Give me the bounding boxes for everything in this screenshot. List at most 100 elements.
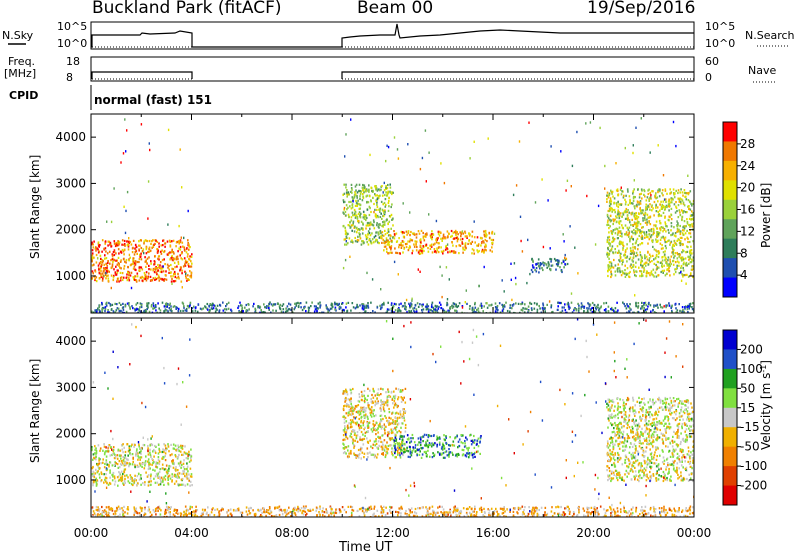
- power-echo-cell: [435, 238, 437, 242]
- power-echo-cell: [532, 266, 534, 269]
- power-echo-cell: [550, 258, 553, 261]
- power-echo-cell: [687, 275, 690, 278]
- power-echo-cell: [614, 270, 617, 273]
- power-echo-cell: [156, 240, 159, 243]
- power-echo-cell: [188, 265, 190, 268]
- velocity-echo-cell: [386, 399, 388, 402]
- power-echo-cell: [527, 311, 529, 313]
- power-echo-cell: [177, 257, 179, 261]
- power-echo-cell: [414, 304, 417, 307]
- power-echo-cell: [606, 198, 608, 201]
- power-echo-cell: [213, 304, 215, 307]
- power-echo-cell: [413, 232, 415, 235]
- power-colorbar-segment: [723, 219, 737, 240]
- power-echo-cell: [430, 233, 433, 236]
- power-echo-cell: [627, 218, 629, 221]
- power-echo-cell: [362, 196, 365, 199]
- power-echo-cell: [691, 218, 693, 221]
- velocity-echo-cell: [372, 427, 375, 430]
- power-echo-cell: [616, 216, 618, 219]
- power-echo-cell: [543, 264, 545, 267]
- power-echo-cell: [347, 232, 349, 235]
- power-echo-cell: [106, 267, 108, 270]
- power-echo-cell: [679, 214, 682, 217]
- velocity-echo-cell: [362, 421, 364, 424]
- power-echo-cell: [678, 239, 680, 242]
- power-echo-cell: [358, 189, 360, 192]
- velocity-echo-cell: [396, 420, 398, 423]
- power-echo-cell: [691, 268, 693, 271]
- power-echo-cell: [379, 189, 381, 192]
- velocity-echo-cell: [381, 434, 383, 437]
- power-echo-cell: [127, 240, 130, 243]
- velocity-echo-cell: [109, 444, 111, 447]
- power-echo-cell: [626, 226, 629, 229]
- power-echo-cell: [93, 240, 95, 243]
- velocity-echo-cell: [130, 445, 132, 448]
- power-echo-cell: [618, 226, 621, 229]
- power-echo-cell: [419, 239, 421, 242]
- power-echo-cell: [181, 269, 183, 272]
- power-echo-cell: [626, 260, 628, 263]
- power-echo-cell: [610, 191, 613, 194]
- power-echo-cell: [122, 152, 125, 155]
- power-echo-cell: [634, 274, 636, 277]
- power-echo-cell: [338, 307, 341, 310]
- velocity-echo-cell: [381, 446, 384, 449]
- power-echo-cell: [545, 263, 548, 266]
- power-echo-cell: [648, 253, 651, 256]
- power-echo-cell: [530, 302, 533, 305]
- power-echo-cell: [128, 253, 131, 257]
- power-echo-cell: [607, 274, 609, 278]
- velocity-echo-cell: [386, 404, 389, 407]
- power-echo-cell: [144, 274, 146, 277]
- freq-unit: [MHz]: [4, 67, 36, 80]
- velocity-echo-cell: [127, 458, 129, 461]
- power-echo-cell: [366, 216, 368, 220]
- velocity-echo-cell: [186, 452, 188, 455]
- velocity-echo-cell: [174, 454, 177, 457]
- power-echo-cell: [671, 304, 673, 307]
- velocity-echo-cell: [109, 482, 112, 485]
- velocity-echo-cell: [123, 457, 126, 460]
- power-echo-cell: [166, 263, 169, 266]
- velocity-echo-cell: [176, 447, 178, 450]
- velocity-echo-cell: [372, 420, 375, 423]
- velocity-echo-cell: [117, 475, 120, 478]
- velocity-echo-cell: [421, 453, 424, 456]
- power-echo-cell: [359, 235, 361, 238]
- power-echo-cell: [674, 211, 677, 214]
- velocity-echo-cell: [398, 442, 401, 445]
- velocity-echo-cell: [364, 426, 366, 429]
- power-echo-cell: [181, 186, 183, 189]
- power-echo-cell: [458, 244, 460, 247]
- power-echo-cell: [543, 262, 546, 265]
- power-echo-cell: [128, 276, 130, 279]
- power-echo-cell: [635, 251, 638, 254]
- power-echo-cell: [383, 181, 385, 185]
- power-echo-cell: [269, 301, 271, 304]
- power-echo-cell: [661, 259, 664, 262]
- power-echo-cell: [92, 272, 94, 275]
- power-echo-cell: [636, 224, 639, 227]
- power-echo-cell: [656, 250, 658, 253]
- power-echo-cell: [676, 225, 679, 228]
- power-echo-cell: [115, 273, 118, 276]
- power-echo-cell: [661, 244, 663, 247]
- power-echo-cell: [606, 191, 609, 194]
- power-echo-cell: [383, 241, 385, 244]
- cpid-label: CPID: [9, 89, 38, 102]
- power-echo-cell: [570, 185, 572, 188]
- velocity-echo-cell: [349, 450, 352, 453]
- power-echo-cell: [663, 269, 665, 272]
- power-echo-cell: [635, 215, 638, 218]
- power-echo-cell: [452, 250, 455, 253]
- power-echo-cell: [112, 278, 115, 282]
- power-echo-cell: [674, 271, 677, 274]
- power-echo-cell: [152, 267, 155, 271]
- power-echo-cell: [683, 220, 686, 223]
- power-echo-cell: [101, 263, 103, 267]
- power-echo-cell: [91, 249, 94, 252]
- velocity-echo-cell: [370, 411, 373, 414]
- power-echo-cell: [164, 242, 167, 245]
